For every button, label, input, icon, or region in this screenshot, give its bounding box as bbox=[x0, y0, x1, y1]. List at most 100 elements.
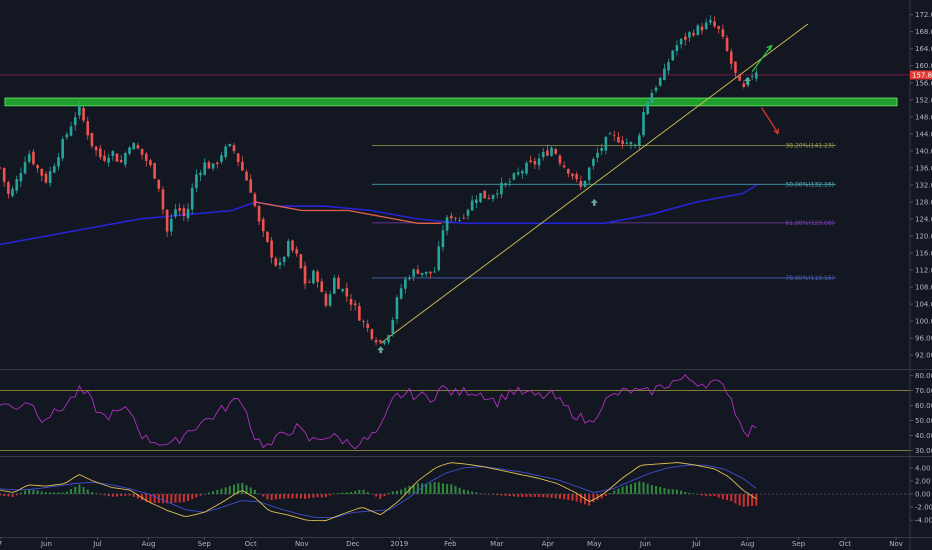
macd-histogram-bar bbox=[525, 494, 528, 497]
candle-body bbox=[391, 319, 395, 334]
candle-body bbox=[195, 174, 198, 189]
candle-body bbox=[241, 161, 244, 171]
macd-histogram-bar bbox=[174, 494, 177, 503]
macd-histogram-bar bbox=[304, 494, 307, 499]
candle-body bbox=[320, 281, 324, 293]
candle-body bbox=[537, 158, 541, 166]
macd-tick-label: 2.00 bbox=[915, 477, 931, 485]
macd-histogram-bar bbox=[253, 489, 256, 494]
price-panel[interactable]: 38.20%(141.23) 50.00%(132.16) 61.80%(123.0… bbox=[0, 15, 910, 354]
macd-histogram-bar bbox=[270, 494, 273, 501]
candle-body bbox=[404, 279, 407, 289]
candle-body bbox=[345, 288, 349, 297]
price-tick-label: 144.00 bbox=[915, 130, 932, 138]
macd-histogram-bar bbox=[195, 494, 198, 498]
candle-body bbox=[337, 277, 340, 290]
macd-histogram-bar bbox=[7, 494, 10, 497]
macd-histogram-bar bbox=[475, 492, 478, 494]
macd-histogram-bar bbox=[701, 494, 703, 496]
macd-histogram-bar bbox=[65, 491, 68, 494]
macd-histogram-bar bbox=[0, 494, 1, 496]
bearish-arrowhead bbox=[773, 128, 780, 135]
macd-histogram-bar bbox=[709, 494, 712, 497]
candle-body bbox=[257, 206, 261, 222]
candle-body bbox=[683, 36, 687, 40]
macd-histogram-bar bbox=[191, 494, 194, 500]
macd-histogram-bar bbox=[450, 484, 453, 494]
candle-body bbox=[228, 143, 232, 147]
candle-body bbox=[190, 187, 194, 210]
candle-body bbox=[395, 297, 399, 320]
macd-histogram-bar bbox=[295, 494, 298, 499]
candle-body bbox=[479, 193, 482, 202]
candle-body bbox=[186, 208, 190, 219]
candle-body bbox=[383, 341, 386, 344]
macd-histogram-bar bbox=[521, 494, 524, 497]
candle-body bbox=[15, 179, 19, 191]
x-tick-label: Sep bbox=[792, 540, 806, 548]
rsi-panel[interactable] bbox=[0, 374, 910, 451]
macd-histogram-bar bbox=[734, 494, 737, 504]
candle-body bbox=[667, 62, 670, 71]
candle-body bbox=[57, 157, 60, 167]
x-tick-label: May bbox=[587, 540, 601, 548]
macd-histogram-bar bbox=[533, 494, 536, 497]
candle-body bbox=[592, 159, 595, 166]
candle-body bbox=[521, 171, 524, 174]
buy-signal-arrow bbox=[377, 346, 385, 354]
candle-body bbox=[617, 136, 620, 143]
candle-body bbox=[366, 323, 370, 328]
candle-body bbox=[387, 335, 390, 343]
macd-histogram-bar bbox=[600, 494, 603, 499]
macd-histogram-bar bbox=[717, 494, 720, 498]
macd-histogram-bar bbox=[358, 489, 361, 494]
candle-body bbox=[604, 136, 608, 151]
candle-body bbox=[199, 172, 202, 176]
macd-histogram-bar bbox=[341, 492, 344, 494]
rsi-tick-label: 70.00 bbox=[915, 387, 932, 395]
candle-body bbox=[642, 112, 645, 136]
candle-body bbox=[153, 163, 156, 179]
candle-body bbox=[253, 193, 257, 207]
candle-body bbox=[429, 271, 432, 274]
macd-histogram-bar bbox=[454, 486, 457, 494]
candle-body bbox=[491, 194, 495, 200]
candle-body bbox=[600, 148, 604, 151]
candle-body bbox=[671, 50, 675, 61]
macd-histogram-bar bbox=[441, 483, 444, 494]
candle-body bbox=[90, 132, 94, 147]
macd-histogram-bar bbox=[354, 491, 357, 494]
candle-body bbox=[625, 142, 629, 144]
x-tick-label: Aug bbox=[741, 540, 755, 548]
candle-body bbox=[44, 173, 48, 183]
macd-histogram-bar bbox=[713, 494, 716, 497]
candle-body bbox=[550, 147, 553, 156]
bullish-arrow bbox=[751, 46, 772, 73]
candle-body bbox=[362, 321, 365, 323]
candle-body bbox=[458, 220, 461, 221]
macd-histogram-bar bbox=[462, 489, 465, 494]
macd-histogram-bar bbox=[755, 494, 758, 506]
macd-histogram-bar bbox=[659, 487, 662, 494]
macd-tick-label: -2.00 bbox=[915, 504, 932, 512]
price-tick-label: 104.00 bbox=[915, 301, 932, 309]
macd-histogram-bar bbox=[629, 484, 632, 494]
candle-body bbox=[487, 198, 491, 199]
macd-histogram-bar bbox=[667, 488, 670, 494]
candle-body bbox=[512, 173, 516, 180]
candle-body bbox=[412, 269, 415, 277]
macd-panel[interactable] bbox=[0, 462, 910, 522]
x-tick-label: Aug bbox=[142, 540, 156, 548]
bearish-arrow bbox=[760, 107, 779, 133]
macd-histogram-bar bbox=[751, 494, 754, 506]
candle-body bbox=[312, 270, 315, 284]
x-tick-label: Oct bbox=[245, 540, 257, 548]
candle-body bbox=[136, 145, 140, 149]
candle-body bbox=[40, 168, 44, 176]
macd-histogram-bar bbox=[182, 494, 185, 503]
macd-histogram-bar bbox=[278, 494, 281, 499]
candle-body bbox=[53, 165, 56, 173]
macd-histogram-bar bbox=[320, 494, 323, 498]
candle-body bbox=[742, 83, 746, 87]
